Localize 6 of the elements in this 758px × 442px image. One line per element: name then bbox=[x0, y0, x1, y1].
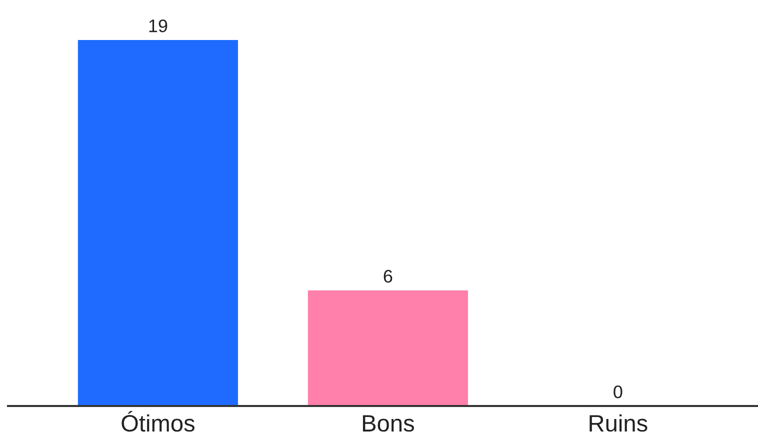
data-label: 6 bbox=[384, 270, 392, 283]
x-tick-label: Ótimos bbox=[122, 410, 194, 432]
data-label: 19 bbox=[149, 19, 168, 32]
x-tick-label: Bons bbox=[362, 415, 414, 432]
x-tick-label: Ruins bbox=[590, 414, 648, 432]
data-label: 0 bbox=[614, 385, 622, 398]
